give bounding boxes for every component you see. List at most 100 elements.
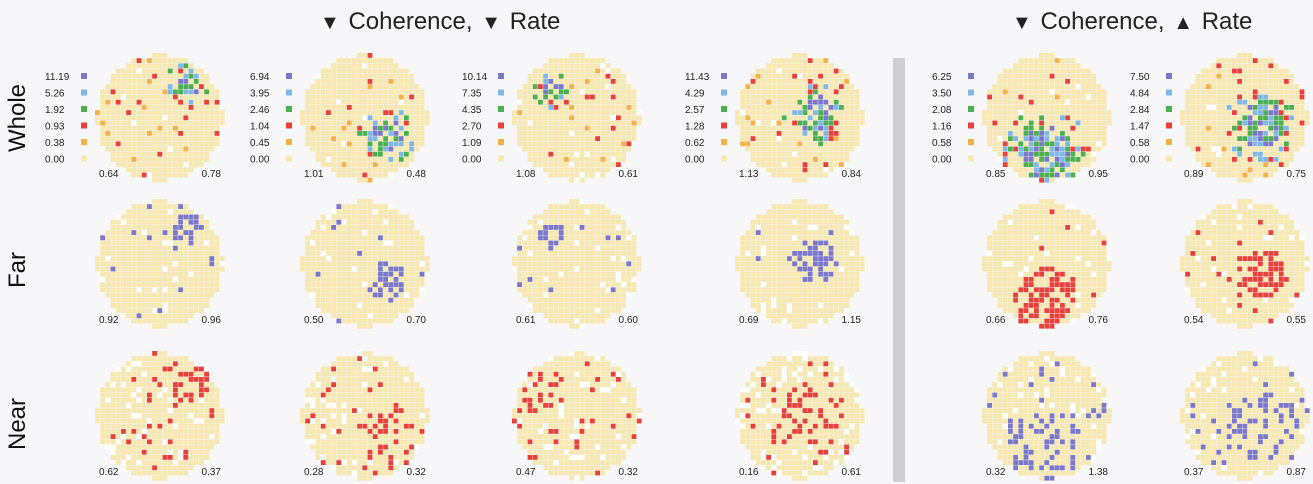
sensor-cell [833,230,839,235]
sensor-cell [548,94,554,100]
sensor-cell [372,434,378,439]
sensor-cell [173,434,178,439]
sensor-cell [616,219,621,225]
sensor-cell [326,131,331,136]
sensor-cell [199,261,204,267]
sensor-cell [854,235,860,241]
sensor-cell [807,245,813,251]
sensor-cell [828,68,834,74]
sensor-cell [393,408,399,413]
sensor-cell [564,308,569,313]
sensor-cell [219,110,225,115]
sensor-cell [595,297,600,303]
sensor-cell [147,277,152,282]
sensor-cell [404,408,409,413]
sensor-cell [631,397,637,403]
sensor-cell [162,361,168,367]
sensor-cell [584,313,590,319]
sensor-cell [357,167,362,173]
sensor-cell [372,136,378,141]
sensor-cell [584,470,590,476]
sensor-cell [310,120,316,126]
sensor-cell [346,110,352,115]
sensor-cell [131,303,137,308]
sensor-cell [141,68,147,74]
sensor-cell [574,141,580,147]
sensor-cell [564,287,569,293]
sensor-cell [320,287,326,293]
sensor-cell [183,308,189,313]
sensor-cell [183,214,189,220]
sensor-cell [131,110,137,115]
sensor-cell [341,209,347,215]
sensor-cell [100,423,105,429]
sensor-cell [771,120,777,126]
sensor-cell [121,387,126,393]
sensor-cell [569,136,574,141]
sensor-cell [152,356,157,361]
sensor-cell [553,266,559,272]
sensor-cell [136,403,142,408]
sensor-cell [584,308,590,313]
sensor-cell [813,157,818,162]
sensor-cell [564,403,569,408]
sensor-cell [152,277,157,282]
sensor-cell [579,261,585,267]
sensor-cell [209,141,215,147]
sensor-cell [818,235,823,241]
sensor-cell [152,423,157,429]
sensor-cell [409,418,414,424]
sensor-cell [626,261,632,267]
sensor-cell [579,157,585,162]
sensor-cell [136,418,142,424]
sensor-cell [584,418,590,424]
sensor-cell [548,366,554,372]
sensor-cell [569,172,574,178]
sensor-cell [193,110,199,115]
sensor-cell [631,136,637,141]
sensor-cell [553,408,559,413]
sensor-cell [110,377,116,382]
sensor-cell [781,63,787,69]
sensor-cell [100,434,105,439]
sensor-cell [616,214,621,220]
sensor-cell [331,225,336,230]
sensor-cell [626,397,632,403]
sensor-cell [357,475,362,481]
sensor-cell [409,429,414,434]
sensor-cell [600,423,606,429]
sensor-cell [367,125,373,131]
sensor-cell [414,413,420,419]
sensor-cell [807,146,813,152]
sensor-cell [131,418,137,424]
sensor-cell [781,136,787,141]
sensor-cell [378,68,383,74]
sensor-cell [409,292,414,298]
sensor-cell [188,245,194,251]
sensor-cell [209,230,215,235]
sensor-cell [162,136,168,141]
sensor-cell [320,256,326,261]
sensor-cell [357,99,362,105]
sensor-cell [214,89,220,95]
sensor-cell [766,209,771,215]
sensor-cell [209,423,215,429]
sensor-cell [219,266,225,272]
sensor-cell [167,418,173,424]
sensor-cell [341,382,347,387]
sensor-cell [105,110,111,115]
sensor-cell [183,455,189,460]
sensor-cell [199,277,204,282]
sensor-cell [188,84,194,89]
sensor-cell [214,245,220,251]
sensor-cell [564,303,569,308]
sensor-cell [152,323,157,329]
sensor-cell [188,271,194,277]
sensor-cell [100,282,105,287]
sensor-cell [409,115,414,121]
sensor-cell [579,366,585,372]
sensor-cell [336,120,342,126]
sensor-cell [564,167,569,173]
sensor-cell [362,297,368,303]
sensor-cell [844,94,849,100]
